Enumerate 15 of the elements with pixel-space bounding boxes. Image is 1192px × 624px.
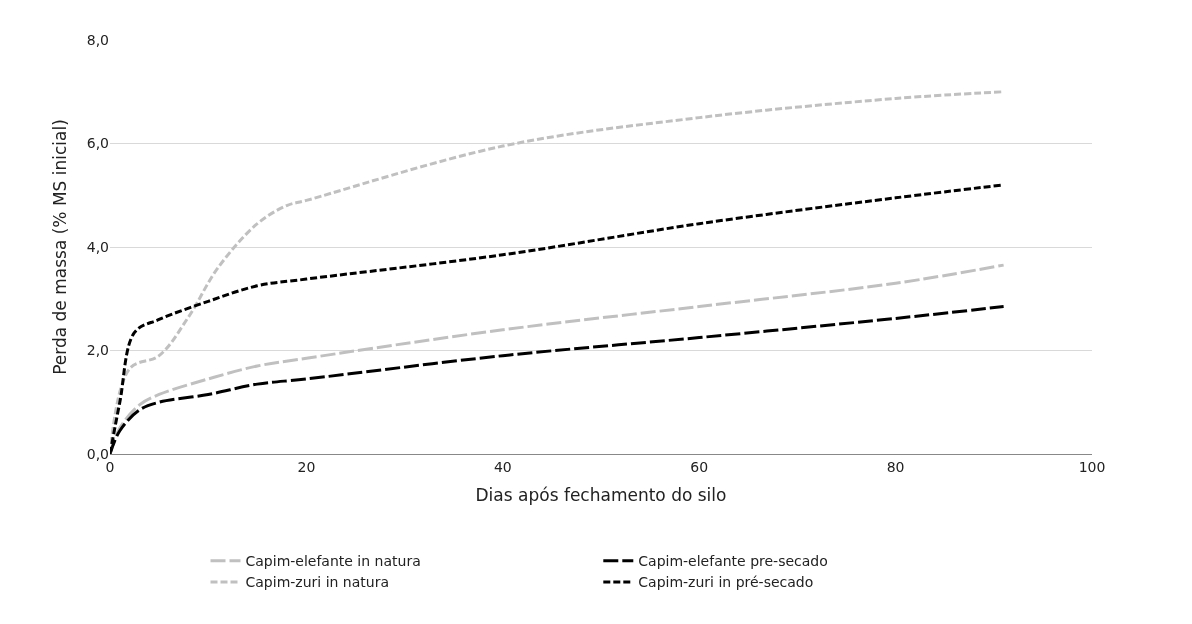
- y-tick-label: 2,0: [86, 342, 109, 359]
- legend-label: Capim-zuri in natura: [245, 574, 389, 591]
- x-axis-title: Dias após fechamento do silo: [475, 485, 727, 506]
- x-tick-label: 40: [493, 458, 512, 475]
- x-tick-label: 60: [690, 458, 709, 475]
- legend-label: Capim-elefante pre-secado: [638, 553, 828, 570]
- x-tick-label: 100: [1078, 458, 1106, 475]
- y-axis-title: Perda de massa (% MS inicial): [50, 119, 71, 375]
- y-tick-label: 8,0: [86, 31, 109, 48]
- y-tick-label: 4,0: [86, 238, 109, 255]
- legend-label: Capim-elefante in natura: [245, 553, 421, 570]
- x-tick-label: 20: [297, 458, 316, 475]
- y-tick-label: 6,0: [86, 135, 109, 152]
- legend-label: Capim-zuri in pré-secado: [638, 574, 814, 591]
- x-tick-label: 80: [886, 458, 905, 475]
